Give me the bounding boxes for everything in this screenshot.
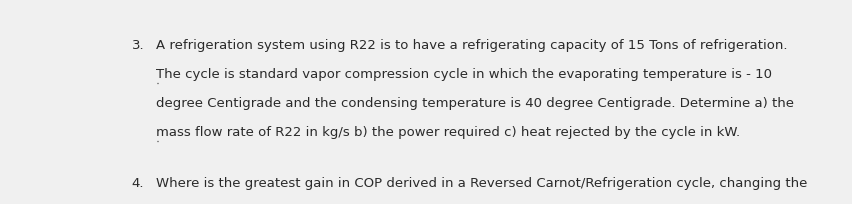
- Text: 3.: 3.: [131, 39, 144, 52]
- Text: The cycle is standard vapor compression cycle in which the evaporating temperatu: The cycle is standard vapor compression …: [156, 68, 772, 81]
- Text: 4.: 4.: [131, 177, 144, 190]
- Text: mass flow rate of R22 in kg/s b) the power required c) heat rejected by the cycl: mass flow rate of R22 in kg/s b) the pow…: [156, 126, 740, 139]
- Text: Where is the greatest gain in COP derived in a Reversed Carnot/Refrigeration cyc: Where is the greatest gain in COP derive…: [156, 177, 808, 190]
- Text: A refrigeration system using R22 is to have a refrigerating capacity of 15 Tons : A refrigeration system using R22 is to h…: [156, 39, 787, 52]
- Text: degree Centigrade and the condensing temperature is 40 degree Centigrade. Determ: degree Centigrade and the condensing tem…: [156, 97, 794, 110]
